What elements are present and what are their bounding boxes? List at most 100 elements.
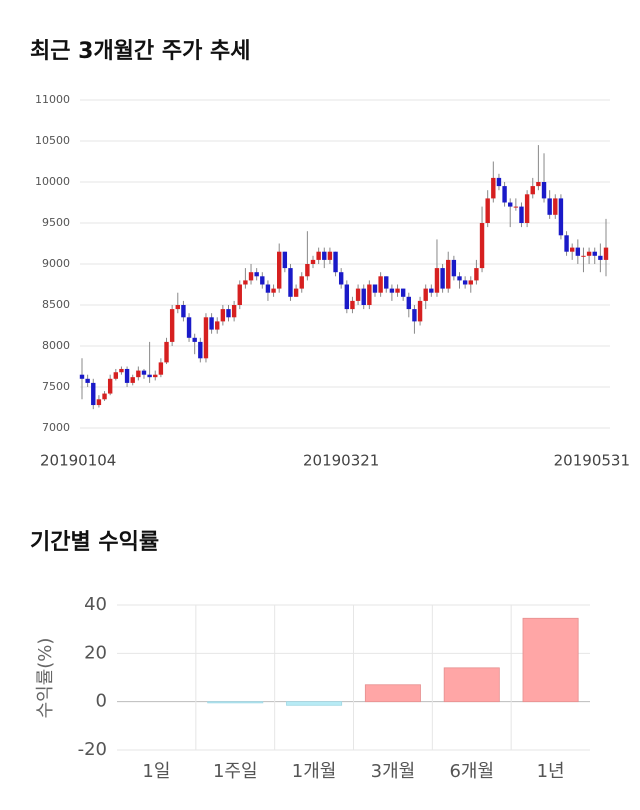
candle-body: [400, 288, 406, 297]
bar: [207, 701, 264, 704]
candle-body: [451, 259, 457, 277]
x-tick-label: 3개월: [371, 761, 416, 782]
candle-body: [260, 276, 265, 285]
candle-body: [547, 198, 552, 215]
candle-body: [496, 177, 502, 187]
candle-body: [147, 374, 152, 378]
x-tick-label: 6개월: [449, 761, 494, 782]
y-tick-label: 10000: [35, 175, 70, 188]
candle-body: [107, 378, 113, 394]
candle-body: [169, 309, 175, 342]
candle-body: [231, 305, 237, 318]
candle-body: [491, 177, 496, 199]
candle-body: [310, 259, 316, 264]
y-tick-label: 9000: [42, 257, 70, 270]
candle-body: [350, 300, 355, 310]
x-tick-label: 20190321: [303, 452, 379, 470]
candle-body: [423, 288, 428, 301]
chart-title: 최근 3개월간 주가 추세: [30, 39, 250, 64]
candle-body: [536, 182, 541, 187]
candle-body: [338, 272, 344, 285]
candle-body: [288, 268, 293, 297]
candle-body: [248, 272, 254, 281]
candle-body: [530, 186, 535, 195]
candle-body: [553, 198, 558, 215]
x-tick-label: 1주일: [213, 761, 258, 782]
candle-body: [282, 251, 288, 269]
candle-body: [372, 284, 378, 293]
candle-body: [541, 182, 547, 199]
x-tick-label: 20190104: [40, 452, 116, 470]
candle-body: [237, 284, 242, 305]
candle-body: [136, 370, 141, 378]
candle-body: [181, 305, 186, 318]
candle-body: [175, 305, 180, 310]
candle-body: [462, 280, 468, 285]
candle-body: [158, 362, 164, 375]
candle-body: [586, 251, 592, 256]
candle-body: [322, 251, 327, 260]
chart-title: 기간별 수익률: [30, 530, 159, 555]
candle-body: [243, 280, 248, 285]
candle-body: [327, 251, 333, 260]
y-tick-label: -20: [78, 739, 107, 760]
candle-body: [265, 284, 271, 293]
candle-body: [569, 247, 575, 252]
y-tick-label: 11000: [35, 93, 70, 106]
y-tick-label: 7500: [42, 380, 70, 393]
candle-body: [96, 399, 102, 406]
candle-body: [355, 288, 361, 301]
candle-body: [378, 276, 383, 293]
x-tick-label: 20190531: [554, 452, 630, 470]
candle-body: [316, 251, 321, 260]
candle-body: [513, 206, 519, 208]
candle-body: [389, 288, 395, 293]
candle-body: [344, 284, 350, 310]
candle-body: [434, 268, 440, 293]
candle-body: [474, 268, 479, 281]
bar: [286, 701, 343, 706]
candle-body: [417, 300, 423, 322]
candle-body: [102, 393, 107, 400]
candle-body: [333, 251, 338, 273]
candle-body: [141, 370, 147, 375]
candle-body: [215, 321, 220, 330]
candle-body: [209, 317, 214, 330]
bar: [364, 684, 421, 703]
candle-body: [119, 368, 124, 373]
candle-body: [192, 337, 197, 342]
candle-body: [130, 377, 135, 383]
candle-body: [508, 202, 513, 207]
y-tick-label: 20: [84, 642, 107, 663]
y-tick-label: 8000: [42, 339, 70, 352]
candle-body: [485, 198, 490, 223]
candle-body: [384, 276, 389, 289]
x-tick-label: 1년: [537, 761, 565, 782]
candle-body: [479, 223, 485, 269]
candle-body: [91, 382, 96, 406]
candle-body: [558, 198, 564, 236]
candle-body: [592, 251, 597, 256]
x-tick-label: 1일: [142, 761, 170, 782]
candle-body: [153, 374, 158, 378]
y-axis-label: 수익률(%): [35, 638, 56, 719]
candle-body: [293, 288, 299, 297]
candle-body: [305, 264, 310, 277]
candle-body: [124, 368, 130, 383]
candle-body: [406, 296, 411, 310]
y-tick-label: 40: [84, 594, 107, 615]
candle-body: [203, 317, 209, 359]
candle-body: [440, 268, 445, 289]
candle-body: [603, 247, 609, 260]
candle-body: [277, 251, 282, 289]
candle-body: [519, 206, 524, 223]
candle-body: [361, 288, 366, 305]
candle-body: [429, 288, 434, 293]
y-tick-label: 9500: [42, 216, 70, 229]
candle-body: [186, 317, 192, 338]
candle-body: [598, 255, 603, 260]
y-tick-label: 0: [96, 691, 107, 712]
candle-body: [581, 255, 586, 257]
candle-body: [299, 276, 304, 289]
